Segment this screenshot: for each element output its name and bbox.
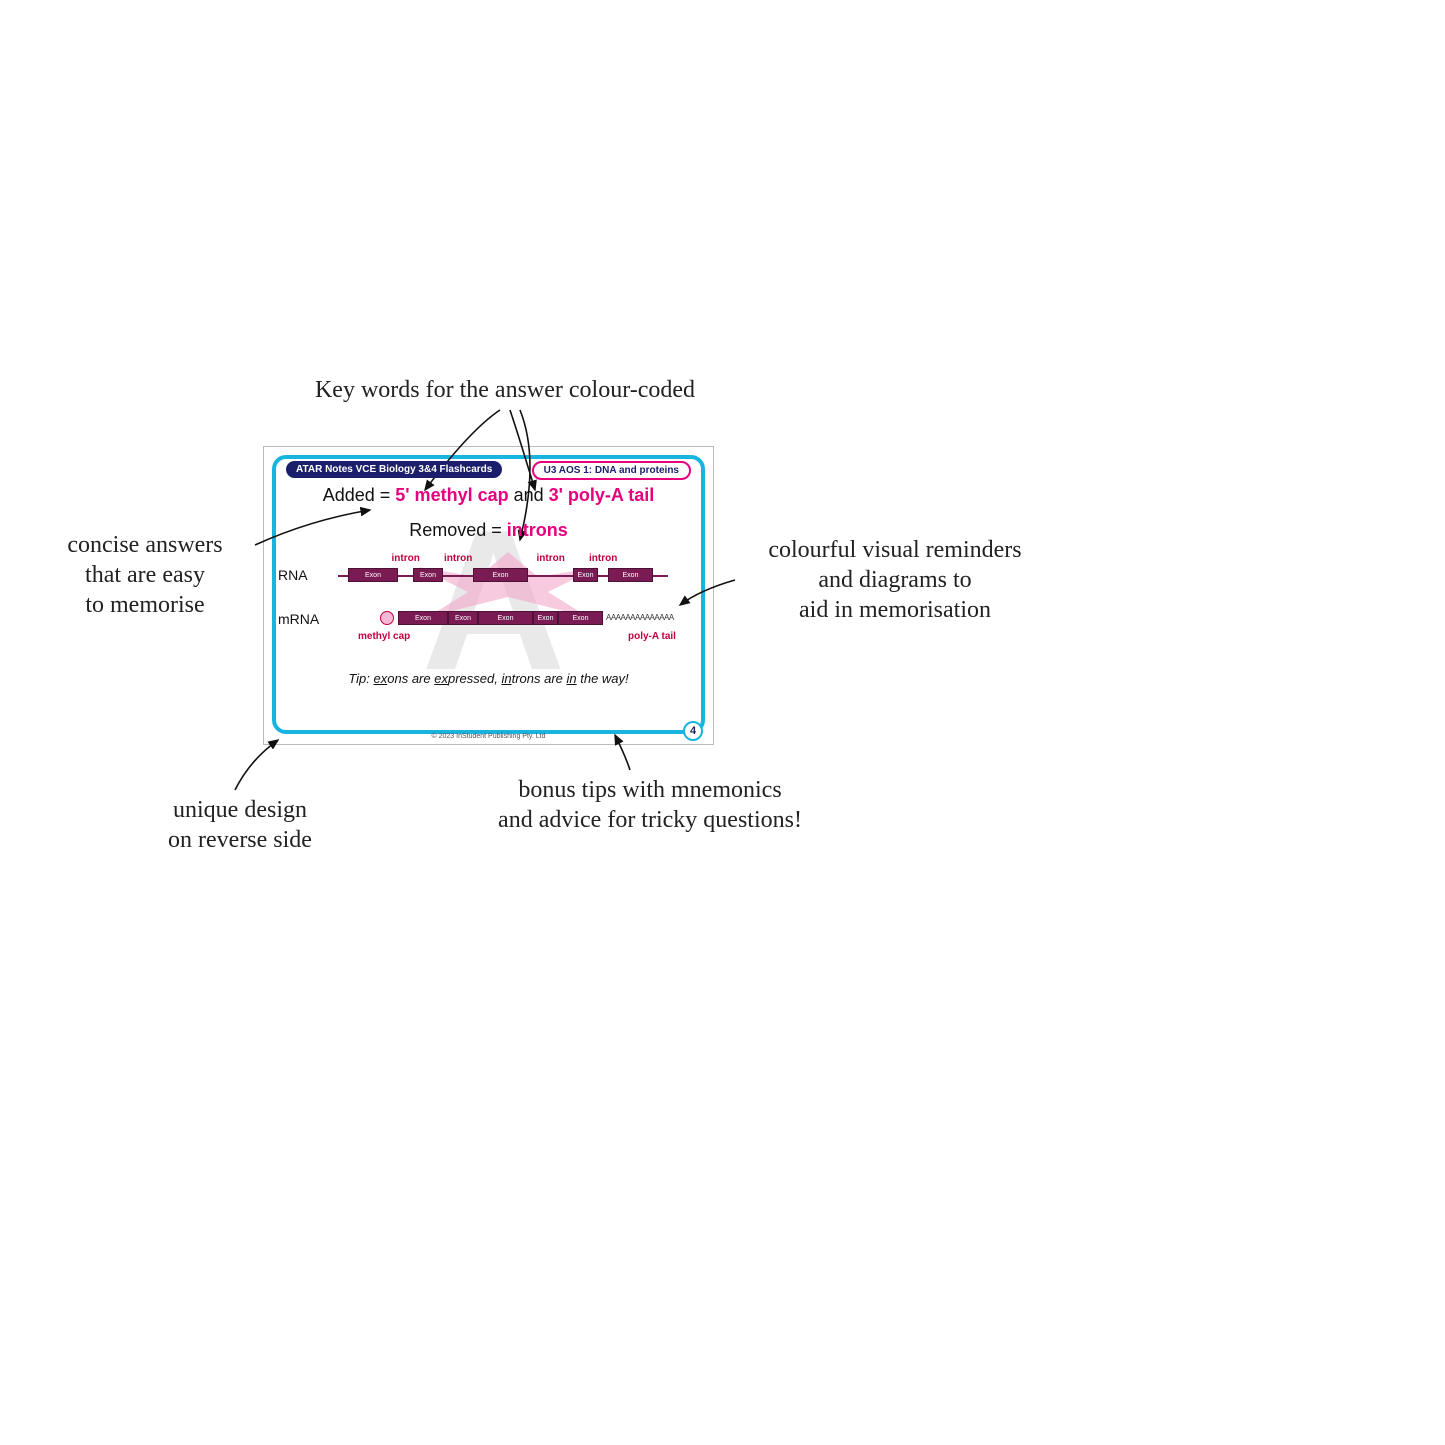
rna-diagram: RNA mRNA ExonExonExonExonExon intronintr…: [278, 553, 699, 661]
exon-block: Exon: [448, 611, 478, 625]
answer-line-1: Added = 5' methyl cap and 3' poly-A tail: [278, 485, 699, 506]
tip-underline: ex: [374, 671, 388, 686]
tip-underline: ex: [434, 671, 448, 686]
answer-line-2: Removed = introns: [278, 520, 699, 541]
text: Removed =: [409, 520, 507, 540]
exon-block: Exon: [478, 611, 533, 625]
t: ons are: [387, 671, 434, 686]
intron-label: intron: [589, 553, 617, 564]
annotation-arrows: [0, 0, 1445, 1445]
tip-line: Tip: exons are expressed, introns are in…: [278, 671, 699, 686]
title-badge: ATAR Notes VCE Biology 3&4 Flashcards: [286, 461, 502, 478]
flashcard: A ATAR Notes VCE Biology 3&4 Flashcards …: [263, 446, 714, 745]
text: and: [509, 485, 549, 505]
keyword-methyl-cap: 5' methyl cap: [395, 485, 508, 505]
exon-block: Exon: [413, 568, 443, 582]
t: the way!: [577, 671, 629, 686]
card-content: Added = 5' methyl cap and 3' poly-A tail…: [278, 479, 699, 724]
page-number: 4: [683, 721, 703, 741]
topic-badge: U3 AOS 1: DNA and proteins: [532, 461, 691, 480]
exon-block: Exon: [573, 568, 598, 582]
methyl-cap-label: methyl cap: [358, 631, 410, 642]
exon-block: Exon: [398, 611, 448, 625]
methyl-cap-icon: [380, 611, 394, 625]
keyword-introns: introns: [507, 520, 568, 540]
tip-prefix: Tip:: [348, 671, 373, 686]
exon-block: Exon: [558, 611, 603, 625]
annotation-bottom-right: bonus tips with mnemonics and advice for…: [450, 775, 850, 835]
copyright: © 2023 InStudent Publishing Pty. Ltd: [264, 733, 713, 740]
tip-underline: in: [501, 671, 511, 686]
polya-sequence: AAAAAAAAAAAAAA: [606, 613, 674, 622]
intron-label: intron: [537, 553, 565, 564]
exon-block: Exon: [348, 568, 398, 582]
rna-label: RNA: [278, 567, 308, 583]
exon-block: Exon: [608, 568, 653, 582]
intron-label: intron: [392, 553, 420, 564]
exon-block: Exon: [533, 611, 558, 625]
polya-label: poly-A tail: [628, 631, 676, 642]
mrna-label: mRNA: [278, 611, 319, 627]
t: pressed,: [448, 671, 501, 686]
exon-block: Exon: [473, 568, 528, 582]
annotation-bottom-left: unique design on reverse side: [130, 795, 350, 855]
annotation-right: colourful visual reminders and diagrams …: [735, 535, 1055, 625]
text: Added =: [323, 485, 396, 505]
keyword-polya-tail: 3' poly-A tail: [549, 485, 655, 505]
intron-label: intron: [444, 553, 472, 564]
annotation-left: concise answers that are easy to memoris…: [35, 530, 255, 620]
annotation-top: Key words for the answer colour-coded: [280, 375, 730, 405]
tip-underline: in: [567, 671, 577, 686]
t: trons are: [512, 671, 567, 686]
